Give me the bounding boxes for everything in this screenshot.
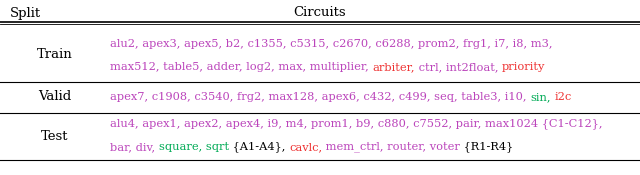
Text: priority: priority — [502, 62, 545, 72]
Text: i2c: i2c — [554, 92, 572, 102]
Text: {A1-A4},: {A1-A4}, — [229, 142, 289, 152]
Text: max512, table5, adder, log2, max, multiplier,: max512, table5, adder, log2, max, multip… — [110, 62, 372, 72]
Text: apex7, c1908, c3540, frg2, max128, apex6, c432, c499, seq, table3, i10,: apex7, c1908, c3540, frg2, max128, apex6… — [110, 92, 530, 102]
Text: Test: Test — [41, 130, 68, 142]
Text: alu2, apex3, apex5, b2, c1355, c5315, c2670, c6288, prom2, frg1, i7, i8, m3,: alu2, apex3, apex5, b2, c1355, c5315, c2… — [110, 39, 552, 49]
Text: cavlc,: cavlc, — [289, 142, 322, 152]
Text: alu4, apex1, apex2, apex4, i9, m4, prom1, b9, c880, c7552, pair, max1024 {C1-C12: alu4, apex1, apex2, apex4, i9, m4, prom1… — [110, 119, 602, 129]
Text: bar, div,: bar, div, — [110, 142, 159, 152]
Text: Split: Split — [10, 6, 41, 19]
Text: ctrl, int2float,: ctrl, int2float, — [415, 62, 502, 72]
Text: sin,: sin, — [530, 92, 550, 102]
Text: mem_ctrl, router, voter: mem_ctrl, router, voter — [322, 142, 460, 152]
Text: {R1-R4}: {R1-R4} — [460, 142, 513, 152]
Text: Valid: Valid — [38, 90, 72, 103]
Text: square, sqrt: square, sqrt — [159, 142, 229, 152]
Text: arbiter,: arbiter, — [372, 62, 415, 72]
Text: Train: Train — [37, 48, 73, 61]
Text: Circuits: Circuits — [294, 6, 346, 19]
